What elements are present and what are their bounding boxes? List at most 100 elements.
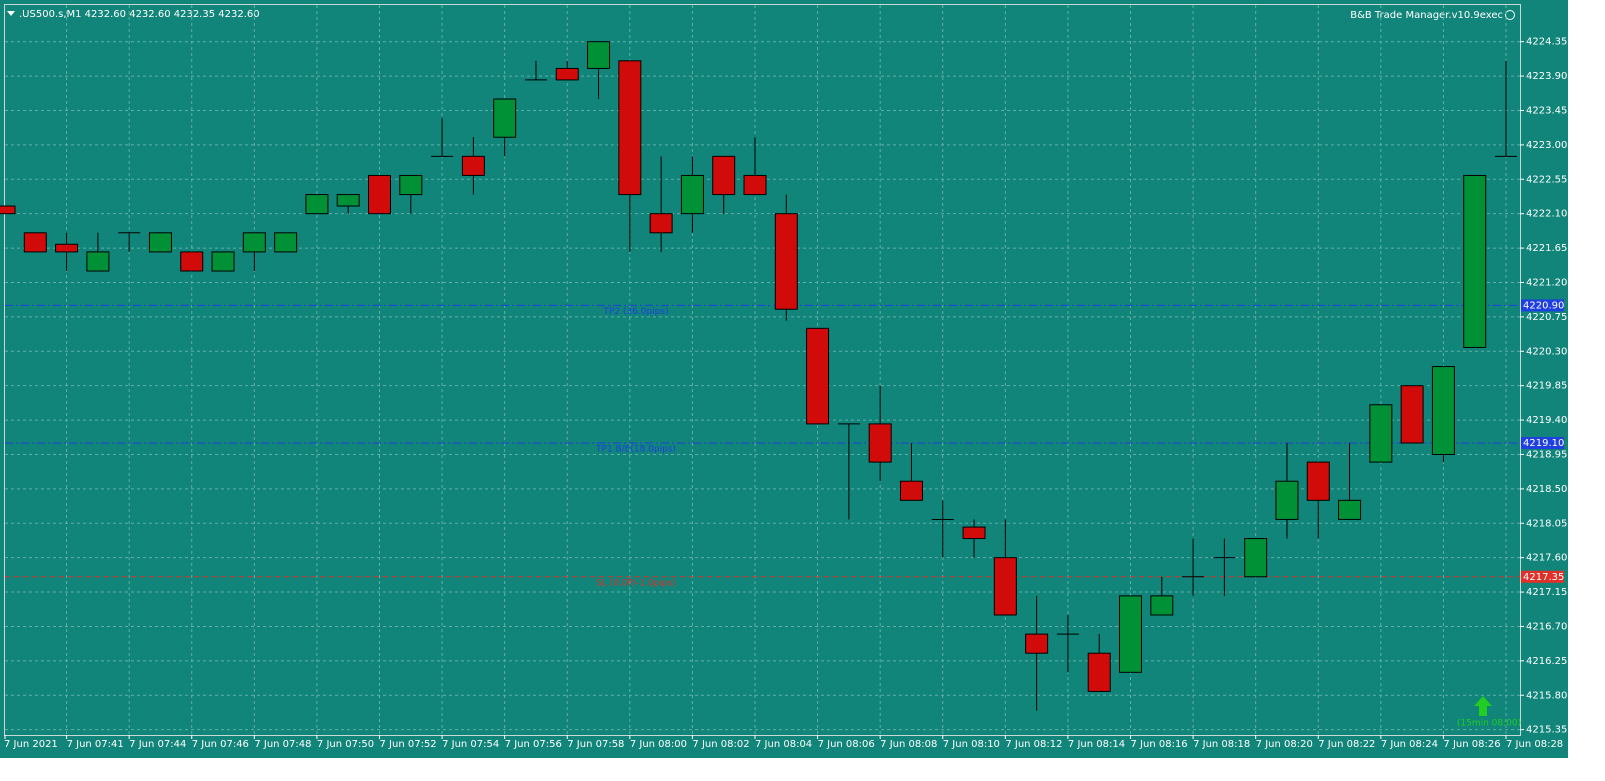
level-label: TP1 B/E(18.0pips) — [595, 445, 676, 455]
candle-body — [1025, 633, 1049, 654]
candle-body — [899, 480, 923, 501]
y-tick-label: 4216.25 — [1526, 656, 1567, 667]
y-tick-label: 4218.95 — [1526, 449, 1567, 460]
y-tick-label: 4220.75 — [1526, 312, 1567, 323]
y-tick-label: 4219.40 — [1526, 415, 1567, 426]
y-tick-label: 4223.45 — [1526, 105, 1567, 116]
candle-body — [680, 174, 704, 215]
x-tick-label: 7 Jun 08:04 — [755, 739, 812, 750]
y-tick-label: 4217.60 — [1526, 553, 1567, 564]
x-tick-label: 7 Jun 07:56 — [505, 739, 562, 750]
candle-body — [649, 213, 673, 234]
candle-body — [587, 41, 611, 69]
candle-body — [211, 251, 235, 272]
x-tick-label: 7 Jun 07:52 — [380, 739, 437, 750]
candle-body — [1431, 366, 1455, 455]
x-tick-label: 7 Jun 08:28 — [1506, 739, 1563, 750]
x-tick-label: 7 Jun 08:24 — [1381, 739, 1438, 750]
x-tick-label: 7 Jun 08:00 — [630, 739, 687, 750]
x-tick-label: 7 Jun 07:58 — [567, 739, 624, 750]
x-tick-label: 7 Jun 08:02 — [692, 739, 749, 750]
candle-body — [180, 251, 204, 272]
level-price-box — [1521, 299, 1564, 312]
candle-body — [368, 174, 391, 215]
candle-body — [868, 423, 892, 463]
candle-body — [86, 251, 110, 272]
candle-body — [242, 232, 266, 253]
y-tick-label: 4215.35 — [1526, 725, 1567, 736]
candle-body — [1463, 174, 1487, 348]
level-label: TP2 (36.0pips) — [602, 307, 668, 317]
x-tick-label: 7 Jun 07:54 — [442, 739, 499, 750]
candle-body — [555, 67, 579, 81]
y-tick-label: 4216.70 — [1526, 621, 1567, 632]
candle-body — [962, 526, 986, 540]
y-tick-label: 4224.35 — [1526, 37, 1567, 48]
level-price-box — [1521, 570, 1564, 583]
candle-body — [55, 243, 79, 253]
x-tick-label: 7 Jun 08:10 — [943, 739, 1000, 750]
x-tick-label: 7 Jun 07:44 — [129, 739, 186, 750]
level-label: SL (0.0P/-1.0pips) — [596, 578, 676, 588]
candle-body — [1244, 538, 1268, 578]
level-price-label: 4217.35 — [1523, 572, 1564, 583]
candle-body — [1400, 385, 1424, 444]
x-tick-label: 7 Jun 07:48 — [254, 739, 311, 750]
level-price-box — [1521, 437, 1564, 449]
plot-frame — [4, 4, 1521, 736]
candle-body — [274, 232, 298, 253]
signal-arrow — [1474, 696, 1492, 716]
candle-body — [23, 232, 47, 253]
y-tick-label: 4215.80 — [1526, 690, 1567, 701]
candle-body — [806, 327, 830, 425]
x-tick-label: 7 Jun 08:08 — [880, 739, 937, 750]
x-tick-label: 7 Jun 08:16 — [1131, 739, 1188, 750]
x-tick-label: 7 Jun 08:26 — [1443, 739, 1500, 750]
candle-body — [0, 205, 16, 215]
level-price-label: 4220.90 — [1523, 300, 1564, 311]
y-tick-label: 4222.10 — [1526, 209, 1567, 220]
candle-body — [1338, 499, 1362, 520]
x-tick-label: 7 Jun 07:50 — [317, 739, 374, 750]
x-tick-label: 7 Jun 08:20 — [1256, 739, 1313, 750]
x-tick-label: 7 Jun 08:14 — [1068, 739, 1125, 750]
y-tick-label: 4223.90 — [1526, 71, 1567, 82]
candle-body — [305, 194, 329, 215]
y-tick-label: 4220.30 — [1526, 346, 1567, 357]
x-tick-label: 7 Jun 08:12 — [1005, 739, 1062, 750]
symbol-header: .US500.s,M1 4232.60 4232.60 4232.35 4232… — [19, 9, 260, 20]
candle-body — [618, 60, 642, 196]
x-tick-label: 7 Jun 08:22 — [1318, 739, 1375, 750]
candle-body — [399, 174, 423, 196]
x-tick-label: 7 Jun 2021 — [4, 739, 58, 750]
candle-body — [993, 557, 1017, 616]
candle-body — [774, 213, 798, 310]
candle-body — [1150, 595, 1174, 616]
candle-body — [1306, 461, 1330, 501]
menu-triangle — [7, 11, 15, 16]
y-tick-label: 4217.15 — [1526, 587, 1567, 598]
candle-body — [1119, 595, 1142, 673]
candle-body — [712, 155, 736, 196]
candle-body — [493, 98, 517, 138]
candle-body — [148, 232, 172, 253]
candle-body — [743, 174, 767, 196]
y-tick-label: 4222.55 — [1526, 174, 1567, 185]
y-tick-label: 4223.00 — [1526, 140, 1567, 151]
x-tick-label: 7 Jun 07:46 — [192, 739, 249, 750]
y-tick-label: 4221.65 — [1526, 243, 1567, 254]
x-tick-label: 7 Jun 08:18 — [1193, 739, 1250, 750]
expert-icon — [1505, 10, 1515, 20]
expert-name: B&B Trade Manager.v10.9exec — [1350, 10, 1503, 21]
y-tick-label: 4218.05 — [1526, 518, 1567, 529]
candle-body — [1369, 404, 1393, 463]
candle-body — [1087, 652, 1111, 692]
y-tick-label: 4219.85 — [1526, 381, 1567, 392]
candle-body — [461, 155, 485, 176]
y-tick-label: 4221.20 — [1526, 277, 1567, 288]
y-tick-label: 4218.50 — [1526, 484, 1567, 495]
candle-body — [1275, 480, 1299, 520]
level-price-label: 4219.10 — [1523, 438, 1564, 449]
